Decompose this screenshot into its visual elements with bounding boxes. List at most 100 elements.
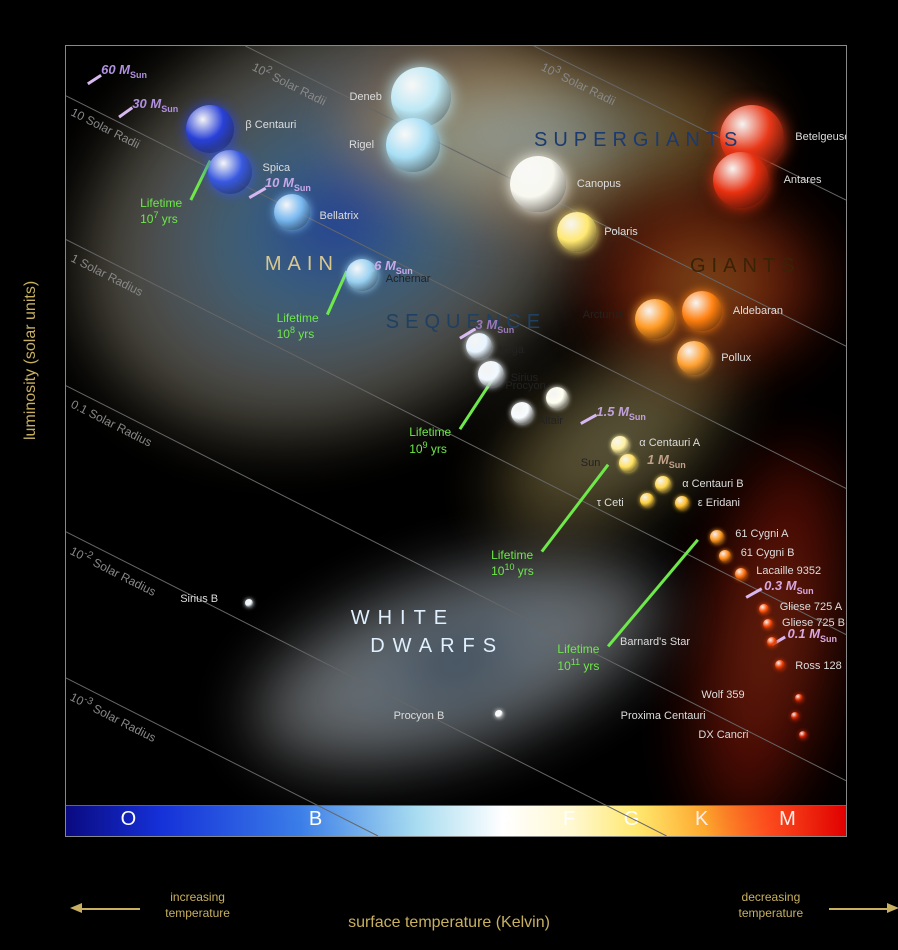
star-label: Ross 128	[795, 660, 841, 672]
mass-label: 10 MSun	[265, 175, 311, 193]
nebula-glow	[665, 432, 847, 837]
star-label: Gliese 725 A	[780, 601, 842, 613]
star-gliese-725-b	[763, 619, 773, 629]
star-sun	[619, 454, 637, 472]
star-label: Sun	[581, 457, 601, 469]
star-label: Canopus	[577, 178, 621, 190]
spectral-class-letter: F	[563, 808, 575, 831]
star-label: Sirius	[511, 372, 539, 384]
star-rigel	[386, 118, 440, 172]
overlay-lines	[66, 46, 846, 836]
temperature-arrow: increasingtemperature	[148, 890, 248, 921]
star-label: Arcturus	[583, 309, 624, 321]
star-betelgeuse	[720, 105, 784, 169]
star-label: 61 Cygni A	[735, 528, 788, 540]
radius-line-label: 103 Solar Radii	[539, 58, 619, 108]
nebula-glow	[225, 513, 687, 811]
star-gliese-725-a	[759, 604, 769, 614]
star-label: Altair	[538, 415, 563, 427]
y-axis-title: luminosity (solar units)	[22, 281, 40, 440]
star-lacaille-9352	[735, 568, 747, 580]
mass-label: 3 MSun	[476, 318, 515, 336]
region-label: GIANTS	[690, 255, 800, 278]
star-ross-128	[775, 660, 785, 670]
star-label: Lacaille 9352	[756, 565, 821, 577]
lifetime-label: Lifetime107 yrs	[140, 196, 182, 227]
star-achernar	[346, 259, 378, 291]
star--centauri-b	[655, 476, 671, 492]
star-label: Aldebaran	[733, 305, 783, 317]
temperature-arrow: decreasingtemperature	[721, 890, 821, 921]
star-label: 61 Cygni B	[741, 547, 795, 559]
star-altair	[511, 402, 533, 424]
star-label: Procyon	[505, 380, 545, 392]
star--centauri	[186, 105, 234, 153]
lifetime-label: Lifetime1011 yrs	[557, 642, 599, 673]
spectral-class-letter: O	[121, 808, 137, 831]
star-61-cygni-b	[719, 550, 731, 562]
nebula-glow	[335, 46, 764, 220]
plot-area: OBAFGKM 102 Solar Radii103 Solar Radii10…	[65, 45, 847, 837]
spectral-class-letter: G	[624, 808, 640, 831]
radius-line-label: 10 Solar Radii	[69, 105, 143, 151]
star-proxima-centauri	[791, 712, 799, 720]
star-label: Antares	[784, 174, 822, 186]
nebula-glow	[589, 196, 823, 370]
region-label: MAIN	[265, 253, 339, 276]
lifetime-label: Lifetime109 yrs	[409, 425, 451, 456]
star-spica	[208, 150, 252, 194]
star-label: α Centauri B	[682, 478, 743, 490]
star--ceti	[640, 493, 654, 507]
star-label: DX Cancri	[698, 729, 748, 741]
star-label: ε Eridani	[698, 497, 740, 509]
star-label: Polaris	[604, 226, 638, 238]
star-wolf-359	[795, 694, 803, 702]
star-label: Spica	[263, 162, 291, 174]
star--eridani	[675, 496, 689, 510]
star-label: Rigel	[349, 139, 374, 151]
nebula-glow	[459, 304, 764, 577]
star-label: α Centauri A	[639, 437, 700, 449]
star-label: β Centauri	[245, 119, 296, 131]
mass-label: 6 MSun	[374, 258, 413, 276]
star--centauri-a	[611, 436, 629, 454]
mass-label: 0.3 MSun	[764, 578, 814, 596]
star-label: Bellatrix	[320, 210, 359, 222]
spectral-class-letter: M	[779, 808, 796, 831]
star-aldebaran	[682, 291, 722, 331]
region-label: DWARFS	[370, 635, 504, 658]
lifetime-label: Lifetime108 yrs	[277, 311, 319, 342]
star-deneb	[391, 67, 451, 127]
radius-line-label: 0.1 Solar Radius	[69, 397, 154, 450]
hr-diagram: OBAFGKM 102 Solar Radii103 Solar Radii10…	[0, 0, 898, 950]
star-procyon	[546, 387, 568, 409]
star-label: Sirius B	[180, 593, 218, 605]
star-label: Procyon B	[394, 710, 445, 722]
star-bellatrix	[274, 194, 310, 230]
radius-line-label: 10-3 Solar Radius	[68, 688, 159, 745]
region-label: SEQUENCE	[386, 311, 546, 334]
star-label: Betelgeuse	[795, 131, 847, 143]
region-label: SUPERGIANTS	[534, 129, 743, 152]
mass-label: 60 MSun	[101, 62, 147, 80]
mass-label: 1.5 MSun	[596, 405, 646, 423]
star-label: Vega	[499, 344, 524, 356]
star-label: Gliese 725 B	[782, 617, 845, 629]
star-61-cygni-a	[710, 530, 724, 544]
mass-label: 30 MSun	[132, 96, 178, 114]
star-label: Barnard's Star	[620, 636, 690, 648]
star-sirius-b	[245, 599, 253, 607]
radius-line-label: 10-2 Solar Radius	[68, 542, 159, 599]
lifetime-label: Lifetime1010 yrs	[491, 548, 534, 579]
star-label: τ Ceti	[597, 497, 624, 509]
star-sirius	[478, 361, 504, 387]
star-label: Achernar	[386, 273, 431, 285]
spectral-bar: OBAFGKM	[66, 805, 846, 836]
star-pollux	[677, 341, 711, 375]
mass-label: 0.1 MSun	[788, 626, 838, 644]
star-label: Pollux	[721, 352, 751, 364]
radius-line-label: 102 Solar Radii	[250, 58, 330, 109]
mass-label: 1 MSun	[647, 452, 686, 470]
star-canopus	[510, 156, 566, 212]
star-polaris	[557, 212, 597, 252]
